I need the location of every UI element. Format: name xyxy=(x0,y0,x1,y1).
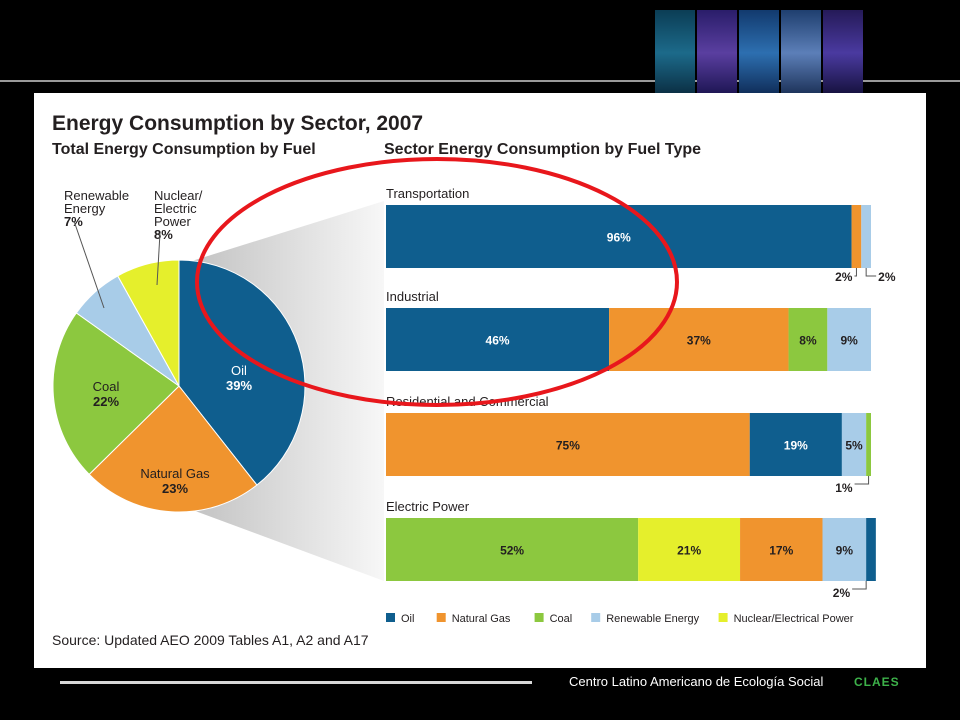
footer-divider xyxy=(60,681,532,684)
bar-segment-value: 8% xyxy=(799,334,817,348)
pie-slice-label: Natural Gas xyxy=(140,466,210,481)
bar-callout-value: 1% xyxy=(835,481,853,495)
bar-segment-value: 52% xyxy=(500,544,524,558)
chart-slide: Energy Consumption by Sector, 2007 Total… xyxy=(34,93,926,668)
pie-slice-value: 39% xyxy=(226,378,252,393)
bar-segment-value: 17% xyxy=(769,544,793,558)
pie-slice-value: 22% xyxy=(93,394,119,409)
pie-callout-label: Nuclear/ xyxy=(154,188,203,203)
pie-slice-value: 23% xyxy=(162,481,188,496)
header-globe-image xyxy=(655,10,695,96)
legend-label: Renewable Energy xyxy=(606,613,699,625)
header-globe-image xyxy=(697,10,737,96)
bar-segment-value: 9% xyxy=(836,544,854,558)
bar-segment-coal xyxy=(866,413,871,476)
pie-callout-value: 8% xyxy=(154,227,173,242)
bar-callout-line xyxy=(865,268,877,277)
header-globe-image xyxy=(739,10,779,96)
legend-swatch-nuclear xyxy=(718,613,728,622)
bar-segment-value: 96% xyxy=(607,231,631,245)
legend-swatch-oil xyxy=(386,613,395,622)
legend-swatch-natural-gas xyxy=(436,613,446,622)
bar-segment-natural-gas xyxy=(609,308,789,371)
bar-callout-line xyxy=(854,476,870,485)
sector-label: Transportation xyxy=(386,186,469,201)
bar-segment-value: 9% xyxy=(841,334,859,348)
footer-org-text: Centro Latino Americano de Ecología Soci… xyxy=(569,674,824,689)
bar-segment-oil xyxy=(749,413,842,476)
bar-segment-natural-gas xyxy=(851,205,862,268)
header-divider xyxy=(0,80,960,82)
bar-chart-title: Sector Energy Consumption by Fuel Type xyxy=(384,141,702,158)
bar-segment-value: 75% xyxy=(556,439,580,453)
legend-label: Oil xyxy=(401,613,414,625)
bar-segment-renewable xyxy=(861,205,871,268)
header-globe-image xyxy=(781,10,821,96)
legend-swatch-coal xyxy=(534,613,544,622)
bar-segment-natural-gas xyxy=(386,413,750,476)
sector-label: Industrial xyxy=(386,289,439,304)
sector-label: Electric Power xyxy=(386,499,470,514)
bar-segment-value: 19% xyxy=(784,439,808,453)
pie-callout-label: Power xyxy=(154,214,192,229)
bar-callout-value: 2% xyxy=(833,586,851,600)
pie-callout-line xyxy=(156,232,161,286)
bar-segment-value: 37% xyxy=(687,334,711,348)
bar-segment-coal xyxy=(788,308,828,371)
pie-slice-label: Oil xyxy=(231,363,247,378)
bar-segment-value: 21% xyxy=(677,544,701,558)
slide-title: Energy Consumption by Sector, 2007 xyxy=(52,112,424,135)
source-note: Source: Updated AEO 2009 Tables A1, A2 a… xyxy=(52,632,369,648)
bar-segment-value: 46% xyxy=(486,334,510,348)
pie-callout-label: Renewable xyxy=(64,188,129,203)
pie-slice-natural-gas xyxy=(88,385,258,513)
bar-callout-line xyxy=(852,581,867,590)
bar-callout-line xyxy=(854,268,857,277)
bar-segment-natural-gas xyxy=(740,518,823,581)
bar-segment-renewable xyxy=(827,308,871,371)
highlight-circle xyxy=(195,157,679,407)
pie-chart-title: Total Energy Consumption by Fuel xyxy=(52,141,316,158)
legend-swatch-renewable xyxy=(591,613,601,622)
claes-logo: CLAES xyxy=(854,675,900,689)
pie-callout-value: 7% xyxy=(64,214,83,229)
pie-callout-line xyxy=(73,220,105,309)
legend-label: Nuclear/Electrical Power xyxy=(734,613,854,625)
bar-segment-oil xyxy=(386,205,852,268)
pie-slice-coal xyxy=(52,312,180,476)
bar-segment-nuclear xyxy=(638,518,741,581)
pie-slice-nuclear xyxy=(117,259,180,388)
bar-callout-value: 2% xyxy=(835,270,853,284)
bar-segment-value: 5% xyxy=(845,439,863,453)
legend-label: Natural Gas xyxy=(452,613,511,625)
bar-segment-oil xyxy=(386,308,610,371)
bar-segment-renewable xyxy=(841,413,867,476)
bar-segment-renewable xyxy=(822,518,867,581)
bar-callout-value: 2% xyxy=(878,270,896,284)
bar-segment-coal xyxy=(386,518,639,581)
pie-callout-label: Energy xyxy=(64,201,106,216)
pie-slice-label: Coal xyxy=(93,379,120,394)
bar-segment-oil xyxy=(866,518,876,581)
header-globe-image xyxy=(823,10,863,96)
legend-label: Coal xyxy=(550,613,573,625)
pie-callout-label: Electric xyxy=(154,201,197,216)
pie-slice-oil xyxy=(178,259,306,486)
